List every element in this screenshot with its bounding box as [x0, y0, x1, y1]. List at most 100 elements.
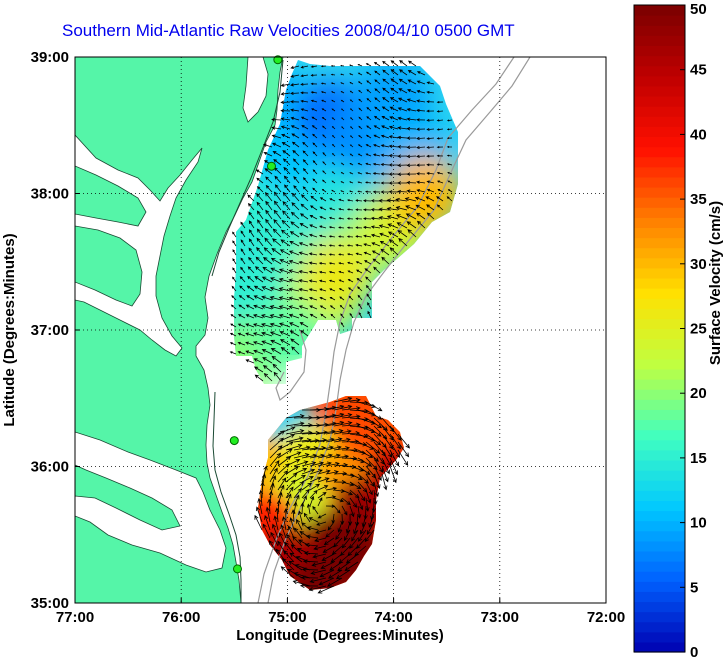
velocity-vector-north: [364, 260, 372, 265]
velocity-vector-south: [341, 431, 361, 436]
velocity-vector-south: [357, 449, 374, 458]
velocity-vector-south: [262, 523, 271, 539]
velocity-vector-north: [265, 176, 273, 184]
velocity-vector-north: [425, 196, 435, 202]
velocity-vector-north: [264, 237, 273, 247]
velocity-vector-south: [389, 465, 397, 484]
velocity-vector-north: [397, 116, 408, 121]
velocity-vector-north: [280, 92, 291, 96]
velocity-vector-south: [317, 405, 337, 411]
velocity-vector-south: [341, 489, 354, 496]
velocity-vector-north: [253, 358, 264, 364]
velocity-vector-north: [358, 98, 363, 103]
velocity-vector-north: [298, 251, 309, 256]
velocity-vector-south: [366, 521, 375, 536]
velocity-vector-north: [338, 262, 345, 265]
velocity-vector-north: [319, 206, 327, 211]
velocity-vector-north: [365, 162, 372, 166]
velocity-vector-north: [416, 163, 426, 167]
velocity-vector-south: [325, 470, 339, 475]
velocity-vector-north: [436, 100, 444, 104]
velocity-vector-north: [322, 161, 327, 166]
velocity-vector-south: [349, 481, 362, 490]
velocity-vector-north: [331, 180, 336, 184]
velocity-vector-south: [365, 417, 383, 429]
colorbar-cell: [634, 45, 685, 57]
velocity-vector-north: [230, 314, 237, 319]
y-axis-label: Latitude (Degrees:Minutes): [1, 233, 18, 426]
velocity-vector-south: [365, 473, 375, 487]
y-tick-label: 39:00: [31, 49, 69, 66]
velocity-vector-north: [426, 171, 435, 175]
velocity-vector-north: [355, 243, 363, 247]
velocity-vector-north: [358, 135, 363, 139]
velocity-vector-south: [293, 481, 305, 491]
velocity-vector-north: [300, 330, 309, 337]
velocity-vector-south: [341, 537, 351, 549]
velocity-vector-north: [436, 128, 444, 131]
velocity-vector-north: [436, 196, 444, 202]
velocity-vector-south: [299, 583, 319, 589]
velocity-vector-north: [426, 188, 435, 193]
velocity-vector-north: [372, 258, 381, 265]
velocity-vector-north: [322, 152, 327, 157]
velocity-vector-north: [436, 171, 444, 175]
velocity-vector-north: [319, 288, 327, 292]
velocity-vector-north: [274, 184, 282, 193]
velocity-vector-north: [373, 266, 381, 274]
velocity-vector-north: [382, 69, 390, 76]
velocity-vector-south: [323, 537, 335, 546]
velocity-vector-south: [309, 469, 323, 475]
velocity-vector-south: [341, 398, 361, 403]
velocity-vector-north: [330, 65, 336, 67]
velocity-vector-north: [372, 181, 381, 185]
velocity-vector-north: [340, 190, 345, 193]
colorbar-cell: [634, 601, 685, 613]
velocity-vector-north: [358, 312, 363, 319]
velocity-vector-north: [298, 242, 309, 247]
velocity-vectors: [229, 60, 453, 594]
pamlico-sound: [75, 431, 227, 573]
colorbar-cell: [634, 136, 685, 148]
velocity-vector-north: [341, 144, 345, 148]
velocity-vector-north: [355, 252, 363, 256]
colorbar-tick-label: 10: [690, 515, 707, 532]
velocity-vector-north: [416, 172, 426, 176]
velocity-vector-north: [358, 125, 363, 130]
velocity-vector-north: [254, 374, 264, 382]
velocity-vector-south: [317, 585, 335, 594]
velocity-vector-south: [301, 438, 320, 443]
velocity-vector-north: [406, 163, 417, 168]
x-tick-label: 74:00: [374, 609, 412, 626]
velocity-vector-north: [374, 97, 381, 103]
velocity-vector-north: [339, 304, 345, 310]
velocity-vector-north: [347, 270, 354, 274]
velocity-vector-north: [407, 70, 417, 76]
velocity-vector-north: [263, 152, 273, 157]
x-tick-label: 73:00: [481, 609, 519, 626]
velocity-vector-north: [318, 270, 327, 274]
velocity-vector-north: [248, 247, 255, 256]
colorbar-cell: [634, 247, 685, 259]
velocity-vector-north: [379, 240, 390, 247]
velocity-vector-north: [378, 216, 390, 220]
velocity-vector-north: [298, 288, 309, 292]
colorbar-cell: [634, 15, 685, 26]
colorbar-cell: [634, 449, 685, 461]
velocity-vector-north: [331, 135, 336, 139]
radar-site-marker: [229, 436, 239, 446]
velocity-vector-north: [397, 145, 408, 149]
velocity-vector-north: [246, 285, 255, 292]
colorbar-cell: [634, 510, 685, 522]
velocity-vector-north: [283, 166, 291, 175]
velocity-vector-south: [301, 567, 319, 572]
velocity-vector-south: [285, 472, 298, 483]
velocity-vector-north: [381, 116, 390, 121]
velocity-vector-north: [380, 190, 389, 194]
velocity-vector-north: [300, 108, 309, 112]
velocity-vector-north: [349, 108, 354, 112]
velocity-vector-north: [446, 145, 453, 148]
velocity-vector-north: [322, 134, 327, 139]
velocity-vector-south: [285, 486, 294, 499]
velocity-vector-north: [387, 231, 399, 238]
